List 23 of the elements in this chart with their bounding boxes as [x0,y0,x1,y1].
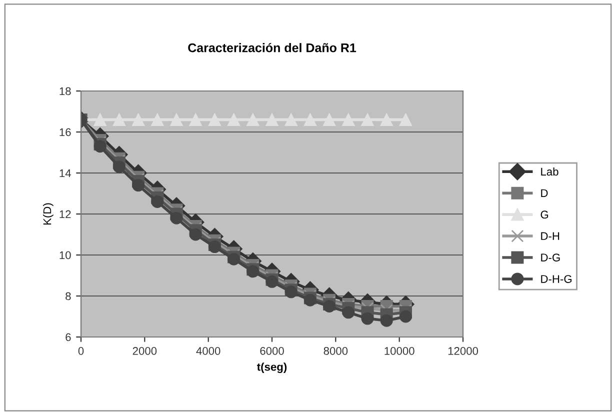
y-tick-label: 16 [60,128,71,136]
x-tick-label: 6000 [260,347,284,355]
y-axis-title: K(D) [43,203,54,225]
y-tick-label: 10 [60,251,71,260]
y-tick-label: 12 [60,210,71,218]
legend-label: D-H [541,232,560,240]
x-tick-label: 4000 [196,347,220,355]
y-tick-label: 8 [66,292,71,300]
legend-label: G [540,210,548,219]
x-tick-label: 2000 [132,347,157,355]
x-tick-label: 8000 [324,347,348,355]
x-tick-label: 0 [78,347,84,355]
y-tick-label: 18 [60,87,71,96]
x-tick-label: 10000 [384,347,414,355]
y-tick-label: 14 [60,169,71,178]
legend-label: D-G [541,254,560,262]
legend-label: Lab [541,167,558,176]
x-tick-label: 12000 [448,347,478,355]
chart-title: Caracterización del Daño R1 [188,42,356,52]
x-axis-title: t(seg) [257,362,287,374]
legend-label: D [541,189,548,197]
legend-label: D-H-G [541,275,572,283]
y-tick-label: 6 [66,333,71,342]
